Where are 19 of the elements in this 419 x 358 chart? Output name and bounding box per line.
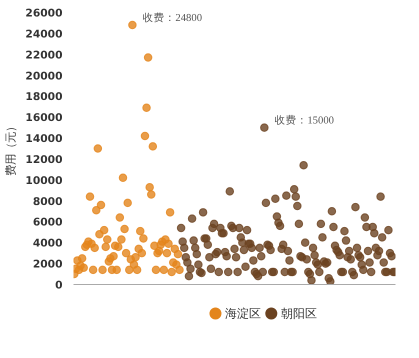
y-tick-label: 18000 [25,90,63,104]
y-tick-label: 2000 [32,258,63,271]
annotation: 收费：15000 [274,114,334,127]
y-tick-label: 16000 [25,111,63,124]
y-tick-label: 20000 [25,69,63,82]
y-tick-label: 0 [55,278,63,292]
y-tick-label: 26000 [25,6,63,20]
y-tick-label: 4000 [32,236,63,250]
y-tick-label: 24000 [25,27,63,40]
legend-label: 朝阳区 [280,306,317,320]
y-tick-label: 6000 [32,216,63,229]
y-tick-label: 22000 [25,48,63,62]
y-tick-label: 14000 [25,132,63,146]
y-tick-label: 10000 [25,174,63,187]
y-tick-label: 8000 [32,194,63,208]
y-tick-label: 12000 [25,152,63,166]
y-axis-title: 费用（元） [3,121,18,176]
annotation: 收费：24800 [142,11,202,24]
legend-label: 海淀区 [225,306,262,320]
